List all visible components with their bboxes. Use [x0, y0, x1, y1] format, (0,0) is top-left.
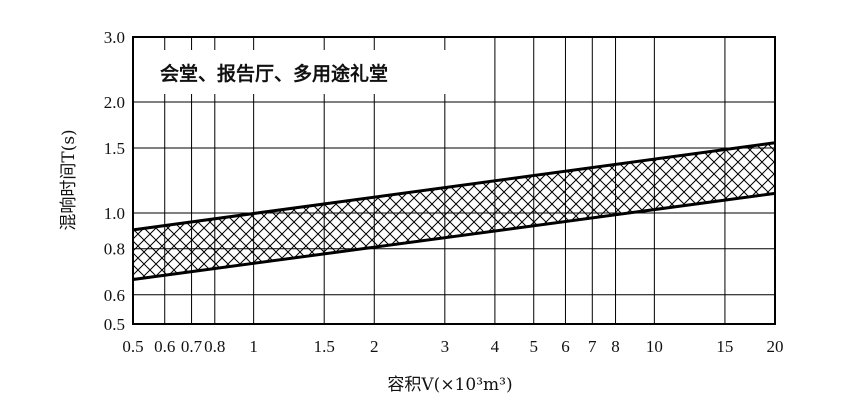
band-lower-line [132, 191, 776, 282]
x-tick-label-3: 0.8 [204, 337, 225, 356]
x-tick-label-15: 20 [767, 337, 784, 356]
x-tick-label-7: 3 [441, 337, 450, 356]
x-tick-label-2: 0.7 [181, 337, 203, 356]
x-tick-label-6: 2 [370, 337, 379, 356]
chart-title: 会堂、报告厅、多用途礼堂 [160, 62, 388, 85]
x-axis-title: 容积V(×10³m³) [387, 375, 512, 395]
band-area [133, 142, 775, 280]
x-tick-label-14: 15 [716, 337, 733, 356]
x-tick-label-11: 7 [588, 337, 597, 356]
plot-border [132, 36, 776, 325]
band-upper-line [132, 141, 776, 232]
x-tick-label-0: 0.5 [122, 337, 143, 356]
y-tick-label-5: 2.0 [104, 93, 125, 112]
x-tick-label-13: 10 [646, 337, 663, 356]
x-tick-label-4: 1 [249, 337, 258, 356]
y-tick-label-4: 1.5 [104, 139, 125, 158]
x-tick-label-5: 1.5 [314, 337, 335, 356]
reverb-band [132, 141, 776, 282]
y-tick-label-1: 0.6 [104, 286, 125, 305]
x-tick-label-10: 6 [561, 337, 570, 356]
x-tick-label-12: 8 [611, 337, 620, 356]
y-tick-labels: 0.5 0.6 0.8 1.0 1.5 2.0 3.0 [104, 28, 125, 334]
x-tick-label-8: 4 [491, 337, 500, 356]
title-background [150, 50, 450, 94]
y-tick-label-3: 1.0 [104, 204, 125, 223]
x-tick-label-9: 5 [529, 337, 538, 356]
x-tick-label-1: 0.6 [154, 337, 175, 356]
y-tick-label-0: 0.5 [104, 315, 125, 334]
x-tick-labels: 0.5 0.6 0.7 0.8 1 1.5 2 3 4 5 6 7 8 10 15 20 [122, 337, 783, 356]
y-tick-label-6: 3.0 [104, 28, 125, 47]
y-tick-label-2: 0.8 [104, 240, 125, 259]
y-axis-title: 混响时间T(s) [59, 129, 79, 230]
plot-frame [132, 36, 776, 325]
